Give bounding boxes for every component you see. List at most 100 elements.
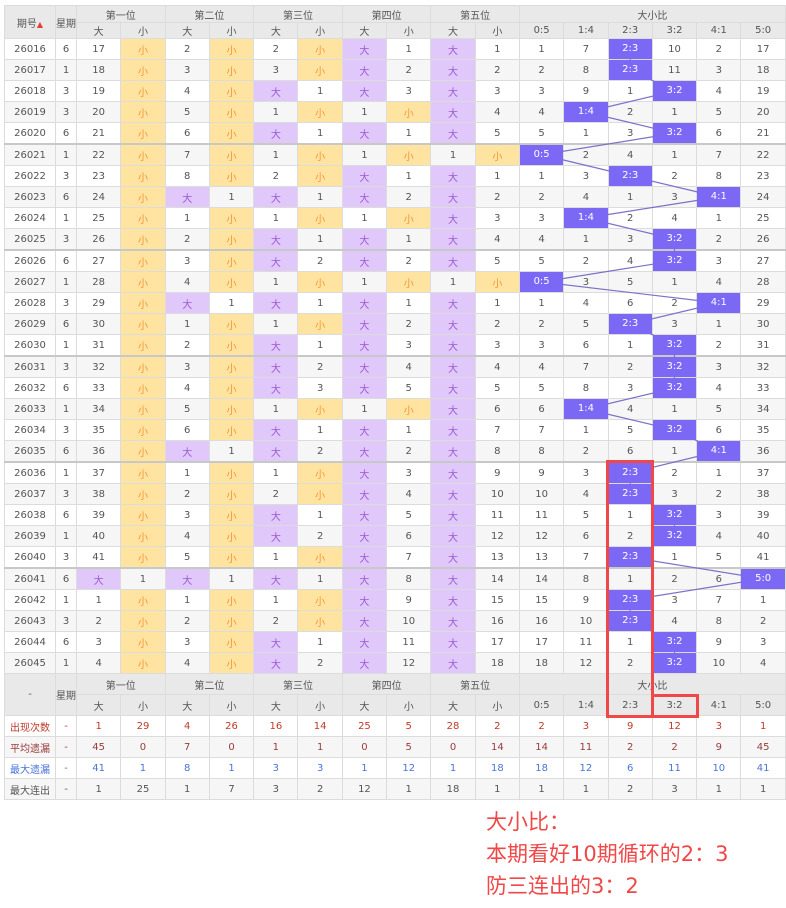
weekday: 3 xyxy=(55,228,77,251)
ratio-cell: 2 xyxy=(563,249,609,272)
position-cell: 大 xyxy=(164,440,210,463)
footer-weekday-header: 星期 xyxy=(55,673,77,716)
position-cell: 小 xyxy=(120,461,166,484)
ratio-hit: 2:3 xyxy=(609,611,652,631)
position-cell: 小 xyxy=(208,38,255,60)
ratio-cell: 2 xyxy=(607,652,653,674)
ratio-col-0-5: 0:5 xyxy=(518,22,565,39)
position-cell: 4 xyxy=(164,271,210,293)
position-cell: 15 xyxy=(474,589,520,611)
ratio-cell: 2:3 xyxy=(607,546,653,569)
sort-up-icon[interactable]: ▲ xyxy=(36,19,44,29)
position-cell: 小 xyxy=(386,207,432,229)
ratio-cell: 4 xyxy=(518,355,565,378)
position-cell: 大 xyxy=(430,461,476,484)
position-cell: 大 xyxy=(253,525,299,547)
ratio-cell: 1:4 xyxy=(563,398,609,420)
ratio-hit: 0:5 xyxy=(520,145,563,165)
position-cell: 3 xyxy=(164,249,210,272)
position-cell: 大 xyxy=(253,228,299,251)
issue-number: 26032 xyxy=(4,377,56,399)
issue-number: 26016 xyxy=(4,38,56,60)
position-cell: 4 xyxy=(386,483,432,505)
ratio-cell: 2 xyxy=(607,207,653,229)
ratio-cell: 4 xyxy=(696,271,742,293)
issue-label: 期号 xyxy=(16,18,37,30)
position-cell: 大 xyxy=(430,355,476,378)
stats-row: 最大连出 -1 25 1 7 3 2 12 1 18 1 1 1 2 3 1 1 xyxy=(4,778,786,800)
weekday: 6 xyxy=(55,313,77,335)
small-header: 小 xyxy=(120,694,166,716)
position-cell: 小 xyxy=(474,271,520,293)
stats-value: 1 xyxy=(474,778,520,800)
ratio-cell: 1 xyxy=(651,398,698,420)
position-cell: 31 xyxy=(75,334,122,357)
position-cell: 小 xyxy=(297,143,343,166)
stats-value: 7 xyxy=(208,778,255,800)
ratio-hit: 2:3 xyxy=(609,484,652,504)
issue-header[interactable]: 期号▲ xyxy=(4,5,56,39)
stats-value: 10 xyxy=(696,757,742,779)
ratio-cell: 34 xyxy=(740,398,786,420)
stats-value: 9 xyxy=(696,736,742,758)
position-cell: 小 xyxy=(208,589,255,611)
ratio-cell: 4 xyxy=(563,186,609,208)
weekday: 6 xyxy=(55,122,77,145)
ratio-cell: 12 xyxy=(563,652,609,674)
ratio-cell: 2:3 xyxy=(607,610,653,632)
ratio-cell: 11 xyxy=(651,59,698,81)
position-cell: 大 xyxy=(341,440,388,463)
position-cell: 1 xyxy=(341,271,388,293)
position-cell: 3 xyxy=(164,631,210,653)
position-cell: 1 xyxy=(253,546,299,569)
ratio-cell: 3:2 xyxy=(651,228,698,251)
ratio-col-0-5: 0:5 xyxy=(518,694,565,716)
position-cell: 小 xyxy=(297,398,343,420)
position-cell: 2 xyxy=(386,59,432,81)
ratio-cell: 2:3 xyxy=(607,59,653,81)
ratio-hit: 2:3 xyxy=(609,547,652,567)
weekday: 1 xyxy=(55,59,77,81)
weekday: 1 xyxy=(55,461,77,484)
position-cell: 7 xyxy=(474,419,520,441)
ratio-cell: 5 xyxy=(563,504,609,526)
position-cell: 小 xyxy=(208,271,255,293)
ratio-cell: 9 xyxy=(518,461,565,484)
position-cell: 1 xyxy=(297,186,343,208)
position-cell: 7 xyxy=(386,546,432,569)
ratio-cell: 5 xyxy=(518,377,565,399)
position-cell: 小 xyxy=(297,207,343,229)
weekday: 3 xyxy=(55,419,77,441)
ratio-cell: 3:2 xyxy=(651,377,698,399)
position-cell: 大 xyxy=(341,80,388,102)
position-cell: 大 xyxy=(341,355,388,378)
trend-table: 期号▲ 星期 第一位 第二位 第三位 第四位 第五位 大小比大小大小大小大小大小 0:5 1:4 2… xyxy=(4,5,786,800)
position-cell: 小 xyxy=(120,546,166,569)
stats-value: 12 xyxy=(341,778,388,800)
table-row: 26027 1 28 小 4 小 1 小 1 小 1 小 0:5 3 5 1 4 28 xyxy=(4,271,786,293)
position-cell: 6 xyxy=(164,122,210,145)
position-cell: 小 xyxy=(120,610,166,632)
ratio-cell: 3 xyxy=(607,122,653,145)
position-cell: 1 xyxy=(474,38,520,60)
ratio-cell: 3:2 xyxy=(651,80,698,102)
position-cell: 1 xyxy=(297,631,343,653)
stats-value: 8 xyxy=(164,757,210,779)
ratio-cell: 24 xyxy=(740,186,786,208)
ratio-cell: 2 xyxy=(696,483,742,505)
position-cell: 1 xyxy=(297,504,343,526)
ratio-cell: 5 xyxy=(518,249,565,272)
position-cell: 1 xyxy=(297,122,343,145)
position-cell: 小 xyxy=(208,377,255,399)
issue-number: 26024 xyxy=(4,207,56,229)
ratio-cell: 3 xyxy=(518,207,565,229)
position-cell: 小 xyxy=(120,440,166,463)
table-row: 26033 1 34 小 5 小 1 小 1 小大 6 6 1:4 4 1 5 34 xyxy=(4,398,786,420)
stats-value: 1 xyxy=(297,736,343,758)
stats-value: 2 xyxy=(651,736,698,758)
issue-number: 26030 xyxy=(4,334,56,357)
ratio-cell: 3 xyxy=(563,165,609,187)
position-cell: 21 xyxy=(75,122,122,145)
ratio-cell: 2:3 xyxy=(607,589,653,611)
ratio-cell: 5 xyxy=(696,546,742,569)
